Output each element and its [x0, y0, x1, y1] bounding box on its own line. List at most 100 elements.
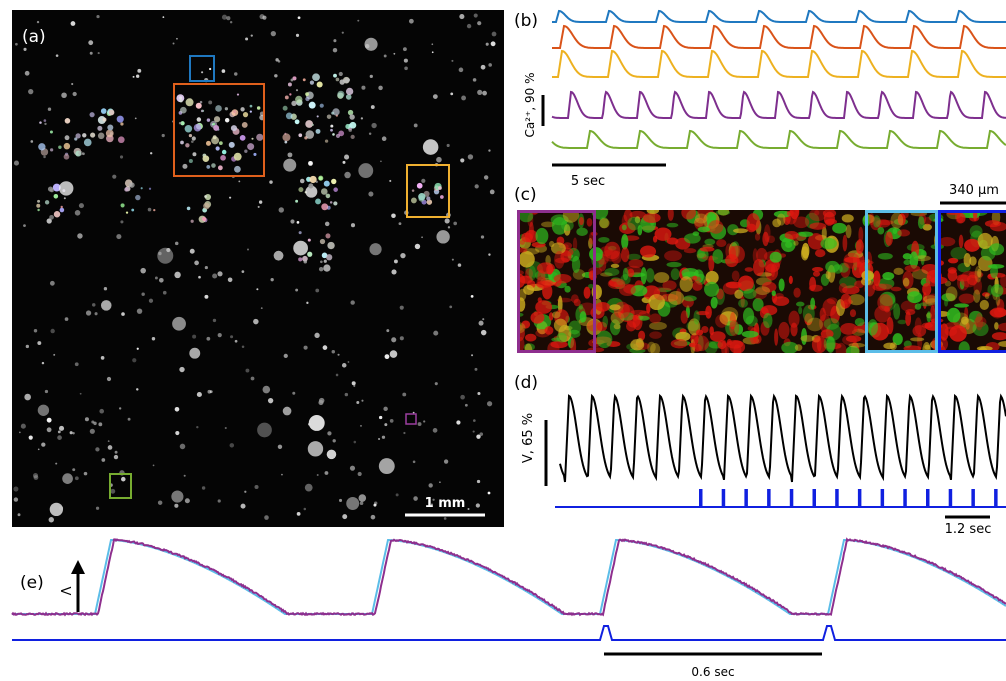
cell	[802, 243, 810, 259]
cell	[693, 231, 700, 236]
cell	[813, 271, 820, 277]
cell	[75, 133, 80, 138]
stim	[555, 490, 1006, 507]
cell	[326, 194, 331, 199]
cell	[774, 328, 778, 345]
cell	[621, 247, 629, 262]
cell	[809, 223, 826, 230]
cell	[809, 285, 823, 292]
cell	[327, 114, 332, 119]
cell	[107, 124, 113, 130]
cell	[278, 445, 282, 449]
cell	[120, 220, 123, 223]
cell	[481, 330, 486, 335]
cell	[305, 92, 309, 96]
cell	[598, 237, 610, 243]
cell	[738, 299, 748, 308]
cell	[370, 75, 373, 78]
cell	[206, 165, 210, 169]
cell	[876, 284, 893, 291]
cell	[453, 222, 457, 226]
cell	[162, 134, 165, 137]
cell	[959, 235, 964, 249]
cell	[364, 38, 377, 51]
cell	[204, 295, 208, 299]
cell	[28, 89, 33, 94]
panel-label: (e)	[20, 573, 44, 593]
cell	[15, 43, 18, 46]
cell	[732, 270, 740, 281]
cell	[840, 323, 857, 335]
cell	[109, 110, 115, 116]
cell	[207, 118, 210, 121]
cell	[630, 339, 644, 350]
cell	[291, 79, 294, 82]
cell	[315, 289, 319, 293]
cell	[747, 213, 760, 231]
cell	[180, 141, 184, 145]
cell	[132, 358, 136, 362]
cell	[116, 234, 121, 239]
cell	[71, 21, 76, 26]
cell	[58, 430, 61, 433]
cell	[208, 100, 212, 104]
cell	[696, 330, 703, 336]
cell	[604, 268, 619, 276]
cell	[664, 250, 682, 261]
cell	[796, 302, 805, 307]
cell	[815, 249, 825, 257]
cell	[37, 200, 40, 203]
cell	[790, 323, 797, 337]
cell	[78, 151, 83, 156]
cell	[137, 69, 141, 73]
cell	[564, 286, 570, 293]
cell	[576, 228, 587, 236]
cell	[254, 485, 258, 489]
cell	[649, 313, 661, 323]
cell	[384, 55, 387, 58]
cell	[356, 401, 359, 404]
cell	[44, 119, 47, 122]
cell	[305, 97, 309, 101]
cell	[798, 307, 802, 315]
cell	[484, 175, 488, 179]
cell	[50, 281, 55, 286]
cell	[640, 245, 656, 257]
cell	[490, 190, 495, 195]
cell	[117, 116, 124, 123]
cell	[325, 139, 328, 142]
cell	[296, 34, 299, 37]
cell	[477, 90, 482, 95]
cell	[973, 290, 980, 303]
cell	[961, 316, 968, 324]
cell	[959, 294, 975, 304]
cell	[196, 426, 198, 428]
cell	[404, 66, 408, 70]
cell	[242, 122, 248, 128]
cell	[262, 16, 266, 20]
cell	[309, 176, 316, 183]
cell	[308, 183, 313, 188]
cell	[308, 239, 311, 242]
cell	[974, 317, 986, 328]
cell	[319, 398, 324, 403]
cell	[385, 354, 390, 359]
cell	[447, 144, 450, 147]
cell	[411, 198, 417, 204]
cell	[700, 247, 715, 252]
cell	[473, 431, 475, 433]
cell	[251, 138, 253, 140]
cell	[250, 110, 252, 112]
cell	[77, 233, 82, 238]
cell	[440, 195, 444, 199]
cell	[753, 259, 765, 276]
cell	[225, 107, 228, 110]
cell	[333, 39, 336, 42]
cell	[64, 197, 66, 199]
cell	[810, 298, 815, 310]
cell	[58, 145, 61, 148]
cell	[282, 133, 290, 141]
cell	[428, 483, 432, 487]
cell	[448, 226, 450, 228]
cell	[297, 221, 300, 224]
